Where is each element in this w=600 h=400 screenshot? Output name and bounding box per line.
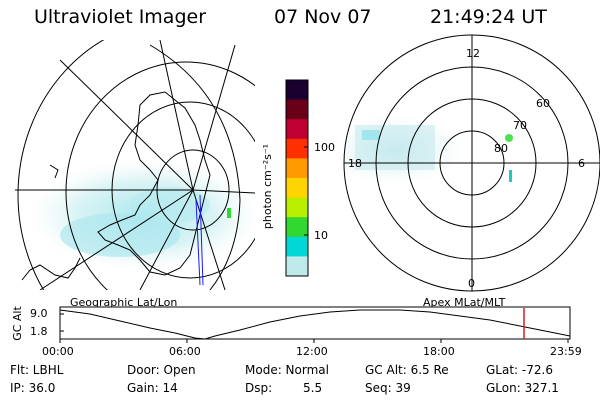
date-label: 07 Nov 07 <box>274 6 372 28</box>
dsp-value: 5.5 <box>303 381 323 395</box>
flt-status: Flt: LBHL <box>10 363 64 377</box>
mode-status: Mode: Normal <box>245 363 329 377</box>
door-status: Door: Open <box>127 363 196 377</box>
colorbar-segment <box>286 256 308 277</box>
x-tick-2359: 23:59 <box>550 345 582 358</box>
colorbar-segment <box>286 119 308 140</box>
geographic-caption: Geographic Lat/Lon <box>70 296 178 309</box>
gain-status: Gain: 14 <box>127 381 178 395</box>
coastline-antarctica <box>97 91 211 276</box>
colorbar-segment <box>286 158 308 179</box>
seq-status: Seq: 39 <box>365 381 411 395</box>
x-tick-0600: 06:00 <box>169 345 201 358</box>
colorbar-segment <box>286 217 308 238</box>
y-tick-1-8: 1.8 <box>30 325 48 338</box>
apex-caption: Apex MLat/MLT <box>423 296 506 309</box>
ip-status: IP: 36.0 <box>10 381 56 395</box>
colorbar-tick-10: 10 <box>314 229 328 242</box>
colorbar-segment <box>286 99 308 120</box>
colorbar <box>285 79 309 277</box>
colorbar-segment <box>286 178 308 199</box>
colorbar-segment <box>286 80 308 101</box>
gc-alt-axis-label: GC Alt <box>10 306 24 341</box>
colorbar-frame <box>285 79 309 277</box>
mlat-label-80: 80 <box>494 142 508 155</box>
colorbar-tick-100: 100 <box>314 141 335 154</box>
glon-status: GLon: 327.1 <box>486 381 559 395</box>
geographic-map <box>15 40 255 290</box>
mlt-label-12: 12 <box>466 47 480 60</box>
dsp-label: Dsp: <box>245 381 273 395</box>
mlt-label-6: 6 <box>578 157 585 170</box>
mlat-label-70: 70 <box>513 119 527 132</box>
instrument-title: Ultraviolet Imager <box>34 6 207 28</box>
mlat-label-60: 60 <box>536 97 550 110</box>
x-tick-1800: 18:00 <box>423 345 455 358</box>
y-tick-9: 9.0 <box>30 307 48 320</box>
colorbar-segment <box>286 236 308 257</box>
time-label: 21:49:24 UT <box>430 6 547 28</box>
mlt-label-18: 18 <box>348 157 362 170</box>
colorbar-segment <box>286 138 308 159</box>
x-tick-1200: 12:00 <box>296 345 328 358</box>
apex-polar-map <box>343 34 600 292</box>
gc-alt-status: GC Alt: 6.5 Re <box>365 363 449 377</box>
mlt-label-0: 0 <box>468 277 475 290</box>
x-tick-0000: 00:00 <box>42 345 74 358</box>
glat-status: GLat: -72.6 <box>486 363 553 377</box>
altitude-curve <box>59 309 571 340</box>
colorbar-segment <box>286 197 308 218</box>
